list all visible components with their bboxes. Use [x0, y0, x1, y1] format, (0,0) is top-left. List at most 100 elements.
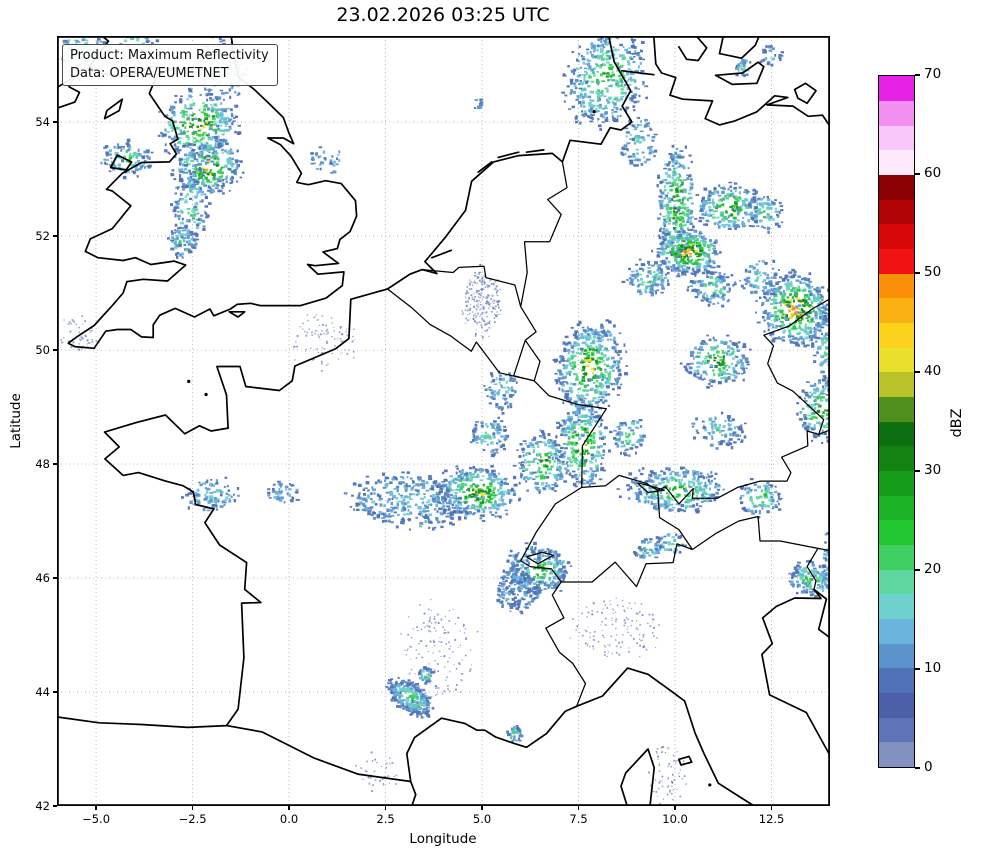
radar-echo-pixel	[556, 468, 559, 471]
radar-echo-pixel	[333, 160, 337, 163]
radar-echo-pixel	[570, 460, 573, 464]
radar-echo-pixel	[551, 487, 555, 491]
radar-echo-pixel	[773, 284, 776, 287]
radar-echo-pixel	[754, 206, 758, 210]
radar-echo-pixel	[742, 223, 745, 227]
radar-echo-pixel	[700, 280, 703, 284]
radar-echo-pixel	[108, 170, 112, 173]
radar-echo-pixel	[179, 157, 183, 161]
radar-echo-pixel	[137, 148, 140, 152]
radar-echo-pixel	[736, 372, 740, 375]
radar-echo-pixel	[607, 329, 610, 333]
radar-echo-pixel	[742, 345, 747, 349]
radar-echo-pixel	[604, 331, 608, 335]
radar-echo-pixel	[740, 367, 744, 370]
radar-echo-pixel	[181, 114, 186, 118]
radar-echo-pixel	[687, 174, 691, 177]
radar-echo-pixel	[146, 39, 149, 43]
radar-echo-pixel	[225, 175, 228, 179]
radar-echo-pixel	[483, 279, 485, 281]
radar-echo-pixel	[672, 195, 676, 199]
radar-echo-pixel	[805, 427, 810, 431]
radar-echo-pixel	[125, 142, 130, 146]
radar-echo-pixel	[638, 258, 642, 261]
radar-echo-pixel	[822, 385, 825, 389]
radar-echo-pixel	[544, 471, 548, 475]
radar-echo-pixel	[776, 215, 780, 218]
radar-echo-pixel	[563, 349, 567, 353]
radar-echo-pixel	[144, 166, 147, 169]
radar-echo-pixel	[713, 250, 716, 253]
radar-echo-pixel	[607, 404, 611, 407]
radar-echo-pixel	[554, 476, 557, 478]
radar-echo-pixel	[814, 311, 818, 314]
radar-echo-pixel	[187, 232, 190, 235]
radar-echo-pixel	[671, 265, 674, 269]
radar-echo-pixel	[726, 415, 731, 419]
radar-echo-pixel	[702, 238, 706, 242]
radar-echo-pixel	[824, 351, 827, 354]
radar-echo-pixel	[613, 120, 616, 123]
radar-echo-pixel	[214, 163, 217, 166]
radar-echo-pixel	[502, 386, 507, 389]
radar-echo-pixel	[508, 372, 511, 376]
radar-echo-pixel	[733, 282, 737, 286]
radar-echo-pixel	[677, 272, 680, 276]
radar-echo-pixel	[213, 103, 218, 107]
radar-echo-pixel	[669, 218, 671, 223]
radar-echo-pixel	[641, 58, 645, 61]
radar-echo-pixel	[194, 195, 198, 199]
radar-echo-pixel	[608, 63, 613, 66]
radar-echo-pixel	[659, 180, 664, 183]
radar-echo-pixel	[577, 59, 580, 63]
radar-echo-pixel	[615, 438, 618, 442]
radar-echo-pixel	[686, 209, 690, 212]
radar-echo-pixel	[208, 127, 213, 131]
radar-echo-pixel	[508, 393, 512, 397]
radar-echo-pixel	[164, 114, 169, 117]
radar-echo-pixel	[571, 448, 574, 451]
radar-echo-pixel	[584, 70, 587, 73]
radar-echo-pixel	[678, 223, 681, 228]
radar-echo-pixel	[645, 158, 650, 161]
radar-echo-pixel	[671, 176, 674, 180]
radar-echo-pixel	[174, 95, 178, 97]
radar-echo-pixel	[200, 173, 203, 176]
radar-echo-pixel	[203, 149, 206, 151]
radar-echo-pixel	[583, 87, 587, 91]
radar-echo-pixel	[117, 163, 121, 167]
radar-echo-pixel	[778, 269, 780, 271]
radar-echo-pixel	[668, 217, 672, 219]
radar-echo-pixel	[634, 50, 637, 53]
radar-echo-pixel	[689, 285, 693, 287]
radar-echo-pixel	[207, 136, 211, 139]
radar-echo-pixel	[798, 337, 803, 340]
radar-echo-pixel	[527, 460, 530, 464]
radar-echo-pixel	[613, 437, 617, 440]
radar-echo-pixel	[687, 233, 692, 236]
radar-echo-pixel	[323, 157, 327, 160]
radar-echo-pixel	[228, 189, 231, 192]
radar-echo-pixel	[716, 426, 721, 430]
radar-echo-pixel	[578, 387, 582, 390]
radar-echo-pixel	[660, 247, 664, 251]
radar-echo-pixel	[708, 239, 712, 243]
radar-echo-pixel	[211, 184, 216, 187]
radar-echo-pixel	[764, 297, 768, 299]
radar-echo-pixel	[200, 167, 205, 171]
radar-echo-pixel	[823, 314, 827, 318]
radar-echo-pixel	[807, 406, 810, 409]
radar-echo-pixel	[218, 119, 222, 122]
radar-echo-pixel	[788, 271, 793, 274]
radar-echo-pixel	[587, 95, 592, 99]
radar-echo-pixel	[599, 398, 603, 402]
radar-echo-pixel	[775, 315, 779, 318]
radar-echo-pixel	[817, 409, 821, 413]
radar-echo-pixel	[605, 334, 608, 337]
radar-echo-pixel	[821, 302, 824, 306]
radar-echo-pixel	[694, 250, 697, 252]
radar-echo-pixel	[567, 357, 571, 361]
radar-echo-pixel	[551, 452, 555, 455]
radar-echo-pixel	[198, 173, 201, 176]
radar-echo-pixel	[811, 439, 814, 442]
